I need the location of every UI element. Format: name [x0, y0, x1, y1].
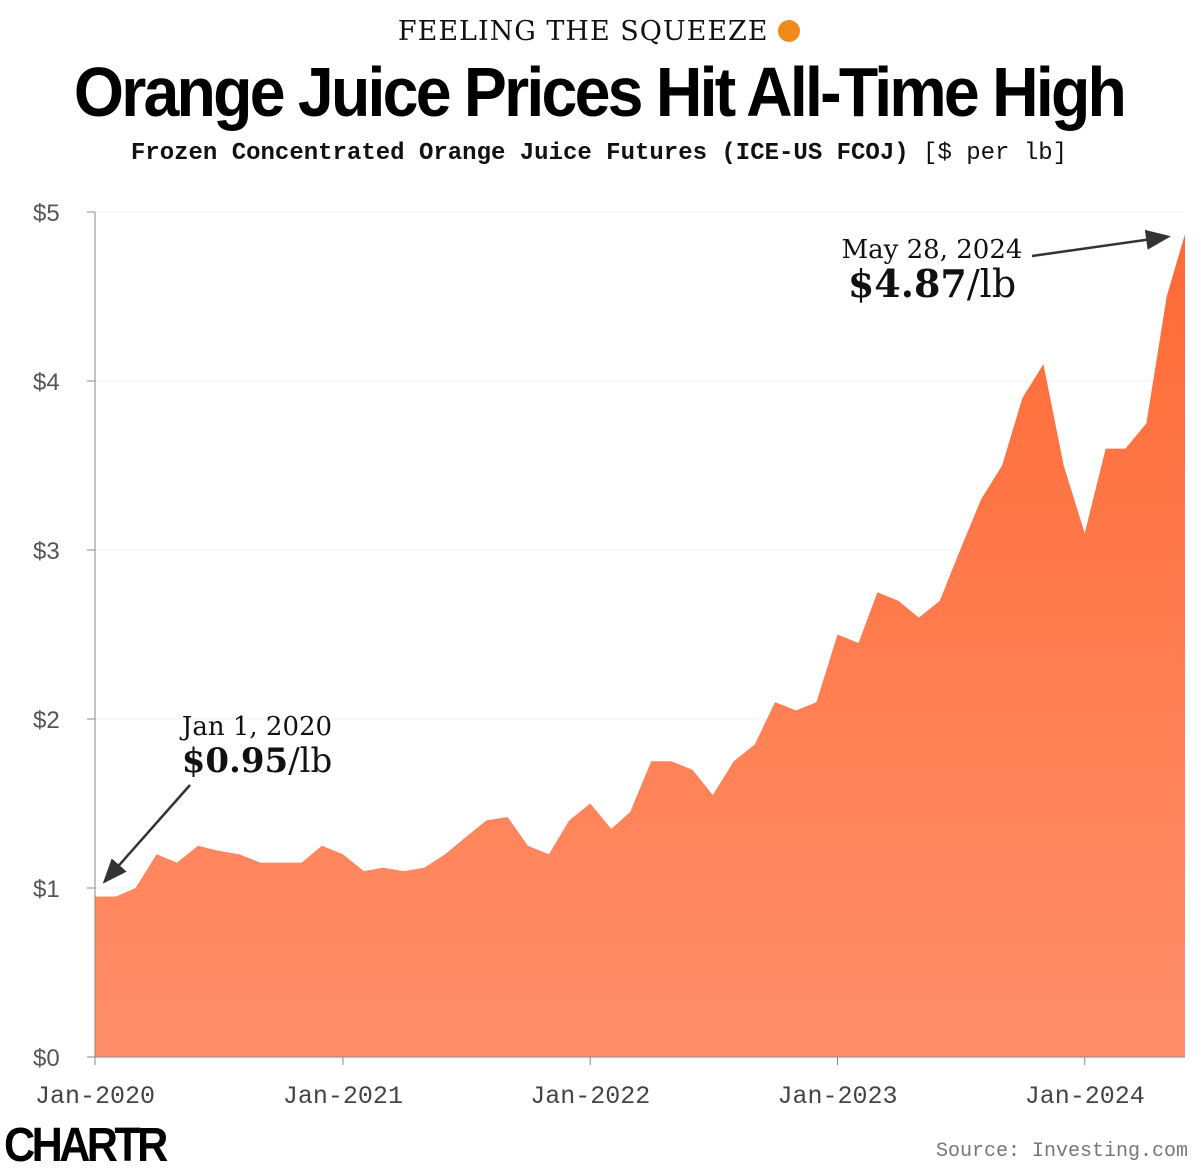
chartr-logo: CHARTR — [4, 1119, 168, 1172]
y-tick-label: $0 — [33, 1045, 60, 1072]
x-tick-label: Jan-2024 — [1025, 1082, 1145, 1111]
annotation-value: $4.87/lb — [848, 261, 1016, 306]
annotation-arrow — [102, 784, 191, 884]
kicker: FEELING THE SQUEEZE — [0, 16, 1198, 47]
x-tick-label: Jan-2022 — [530, 1082, 650, 1111]
x-tick-label: Jan-2023 — [777, 1082, 897, 1111]
orange-icon — [778, 20, 801, 42]
y-tick-label: $2 — [33, 707, 60, 734]
annotation-arrow — [1031, 229, 1171, 258]
y-tick-label: $1 — [33, 876, 60, 903]
annotation-value: $0.95/lb — [182, 741, 333, 781]
x-tick-label: Jan-2020 — [35, 1082, 155, 1111]
y-tick-label: $3 — [33, 538, 60, 565]
source-note: Source: Investing.com — [935, 1140, 1188, 1163]
chart-subtitle: Frozen Concentrated Orange Juice Futures… — [130, 140, 1068, 167]
y-tick-label: $5 — [33, 200, 60, 227]
y-tick-label: $4 — [33, 369, 60, 396]
annotation-date: Jan 1, 2020 — [179, 712, 332, 742]
chart-title: Orange Juice Prices Hit All-Time High — [73, 53, 1127, 131]
x-tick-label: Jan-2021 — [283, 1082, 403, 1111]
annotation-date: May 28, 2024 — [842, 235, 1023, 265]
price-area — [95, 234, 1185, 1057]
